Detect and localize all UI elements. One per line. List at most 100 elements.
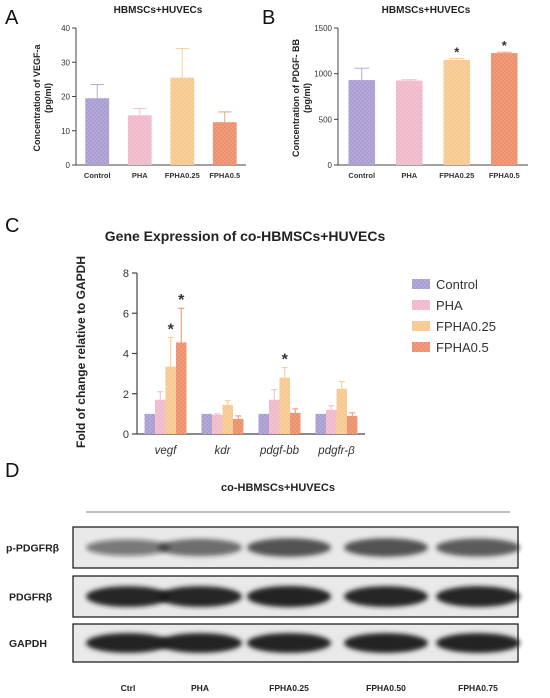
chart-c-bar-texture <box>347 415 358 434</box>
chart-b-ytick-label: 1000 <box>314 70 332 79</box>
chart-c-bar-texture <box>290 412 301 434</box>
legend-swatch-texture <box>412 300 430 310</box>
chart-a-ytick-label: 30 <box>61 58 70 67</box>
legend-swatch-texture <box>412 342 430 352</box>
chart-c-ytick-label: 2 <box>123 389 129 401</box>
chart-b-bar-texture <box>395 80 423 165</box>
legend-label: PHA <box>436 298 463 313</box>
chart-c-category-label: pdgfr-β <box>317 445 355 457</box>
blot-row-label: PDGFRβ <box>9 592 53 604</box>
blot-band <box>158 538 242 557</box>
legend-label: FPHA0.25 <box>436 319 496 334</box>
chart-c-bar-texture <box>176 342 187 434</box>
panel-letter-d: D <box>5 460 19 482</box>
chart-a-bar-texture <box>212 122 237 165</box>
chart-c-significance-mark: * <box>282 352 289 369</box>
chart-c-bar-texture <box>212 414 223 434</box>
blot-band <box>436 586 520 607</box>
legend-label: Control <box>436 277 478 292</box>
blot-band <box>86 539 170 556</box>
western-blot: co-HBMSCs+HUVECs p-PDGFRβ PDGFRβ GAPDH Ctr… <box>6 482 520 693</box>
chart-a-ytick-label: 20 <box>61 93 70 102</box>
chart-c-bar-texture <box>155 399 166 434</box>
chart-a-bar-texture <box>127 115 152 165</box>
chart-b-bar-texture <box>443 59 471 165</box>
chart-b-title: HBMSCs+HUVECs <box>382 5 471 16</box>
chart-c-bar-texture <box>336 388 347 434</box>
chart-a-ylabel: Concentration of VEGF-a <box>32 44 42 152</box>
chart-a-bar-texture <box>85 98 110 165</box>
chart-b-ytick-label: 1500 <box>314 24 332 33</box>
blot-lane-label: FPHA0.25 <box>269 683 309 693</box>
chart-a-category-label: PHA <box>132 171 148 180</box>
chart-c-bar-texture <box>315 413 326 434</box>
chart-a-ytick-label: 10 <box>61 127 70 136</box>
blot-row-label: p-PDGFRβ <box>6 543 60 555</box>
chart-b-significance-mark: * <box>502 38 508 53</box>
chart-c-bar-texture <box>233 418 244 434</box>
chart-c-bar-texture <box>326 409 337 434</box>
chart-b-category-label: FPHA0.25 <box>439 171 474 180</box>
chart-c-bar-texture <box>258 413 269 434</box>
chart-c-title: Gene Expression of co-HBMSCs+HUVECs <box>105 228 386 244</box>
blot-band <box>344 586 428 607</box>
chart-c-ytick-label: 6 <box>123 308 129 320</box>
blot-band <box>247 633 331 653</box>
chart-c-ytick-label: 0 <box>123 429 129 441</box>
chart-c-category-label: kdr <box>215 445 232 457</box>
chart-b-ylabel: Concentration of PDGF- BB <box>291 39 301 157</box>
legend-label: FPHA0.5 <box>436 340 489 355</box>
blot-band <box>344 633 428 653</box>
chart-c-legend: Control PHA FPHA0.25 FPHA0.5 <box>412 277 496 355</box>
chart-b-ytick-label: 500 <box>319 115 333 124</box>
chart-b-bar-texture <box>348 80 376 165</box>
chart-a-category-label: FPHA0.5 <box>209 171 240 180</box>
chart-b-pdgf: HBMSCs+HUVECs Concentration of PDGF- BB … <box>291 5 528 180</box>
blot-band <box>247 538 331 557</box>
blot-lane-label: FPHA0.75 <box>458 683 498 693</box>
chart-b-category-label: FPHA0.5 <box>489 171 520 180</box>
chart-c-bar-texture <box>144 413 155 434</box>
chart-b-category-label: Control <box>348 171 375 180</box>
legend-swatch-texture <box>412 321 430 331</box>
chart-c-bar-texture <box>165 366 176 434</box>
chart-c-ylabel: Fold of change relative to GAPDH <box>74 256 88 448</box>
chart-c-significance-mark: * <box>178 292 185 309</box>
chart-c-ytick-label: 4 <box>123 349 129 361</box>
chart-a-category-label: Control <box>84 171 111 180</box>
blot-lane-label: Ctrl <box>121 683 136 693</box>
chart-c-ytick-label: 8 <box>123 268 129 280</box>
chart-c-bar-texture <box>222 404 233 434</box>
chart-a-bar-texture <box>170 77 195 165</box>
blot-band <box>436 633 520 653</box>
panel-letter-a: A <box>5 7 19 29</box>
chart-c-category-label: vegf <box>155 445 179 457</box>
blot-lane-label: FPHA0.50 <box>366 683 406 693</box>
chart-b-significance-mark: * <box>454 45 460 60</box>
blot-band <box>86 633 170 653</box>
blot-band <box>344 538 428 557</box>
chart-a-vegf: HBMSCs+HUVECs Concentration of VEGF-a (p… <box>32 5 246 180</box>
chart-c-significance-mark: * <box>168 321 175 338</box>
panel-letter-b: B <box>262 7 275 29</box>
blot-band <box>436 538 520 557</box>
chart-b-bar-texture <box>490 53 518 165</box>
chart-c-bar-texture <box>269 399 280 434</box>
blot-lane-label: PHA <box>191 683 209 693</box>
chart-a-ylabel-unit: (pg/ml) <box>43 83 53 113</box>
blot-row-label: GAPDH <box>9 638 47 650</box>
chart-a-ytick-label: 40 <box>61 24 70 33</box>
chart-c-bar-texture <box>201 413 212 434</box>
chart-b-ylabel-unit: (pg/ml) <box>302 83 312 113</box>
chart-a-ytick-label: 0 <box>66 161 71 170</box>
panel-letter-c: C <box>5 215 19 237</box>
chart-c-category-label: pdgf-bb <box>259 445 300 457</box>
chart-a-category-label: FPHA0.25 <box>165 171 200 180</box>
chart-c-bar-texture <box>279 377 290 434</box>
chart-c-gene-expression: Gene Expression of co-HBMSCs+HUVECs Fold… <box>74 228 496 457</box>
blot-band <box>158 633 242 653</box>
chart-b-category-label: PHA <box>401 171 417 180</box>
blot-title: co-HBMSCs+HUVECs <box>221 482 335 494</box>
chart-a-title: HBMSCs+HUVECs <box>114 5 203 16</box>
